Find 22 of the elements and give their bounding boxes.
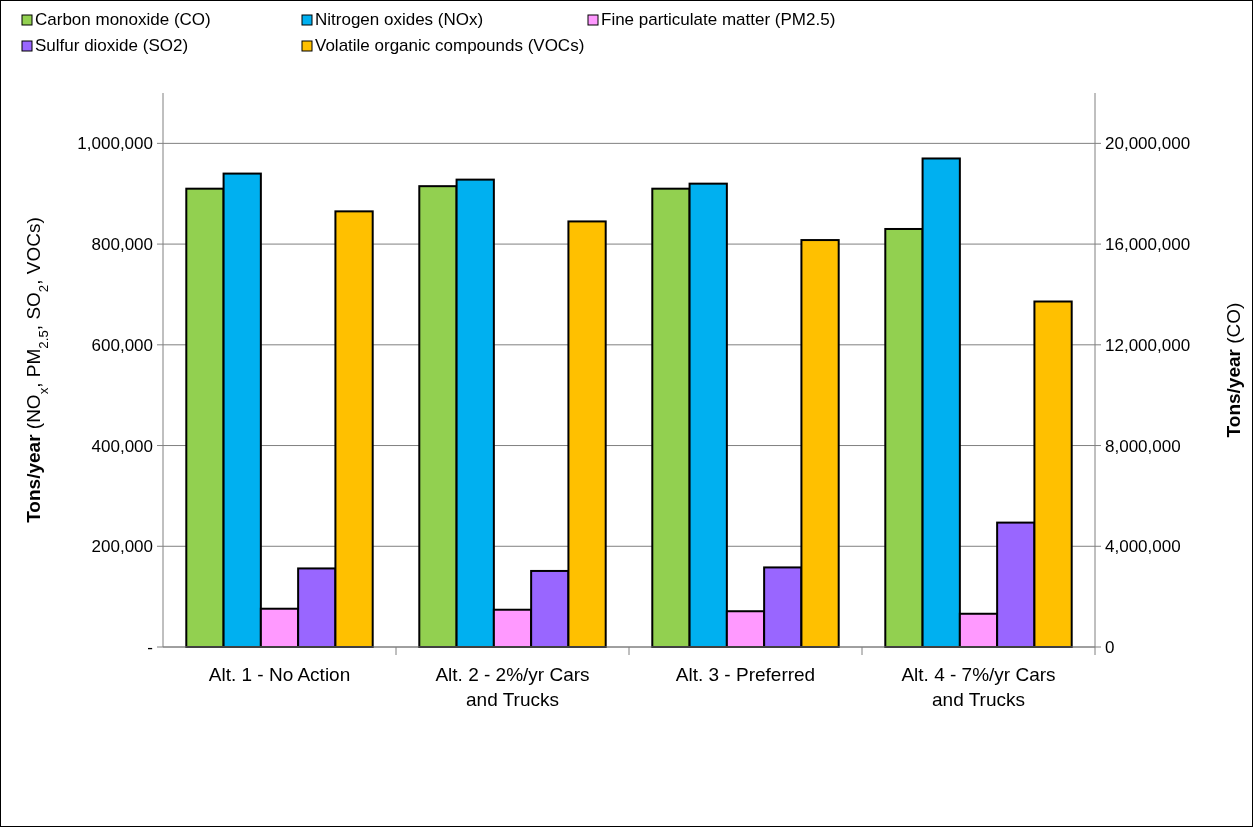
legend-label: Nitrogen oxides (NOx) bbox=[315, 10, 484, 29]
y-tick-label: 400,000 bbox=[91, 436, 153, 456]
legend-label: Carbon monoxide (CO) bbox=[35, 10, 211, 29]
y-tick-label: - bbox=[147, 638, 153, 657]
x-tick-label: Alt. 3 - Preferred bbox=[675, 664, 816, 685]
y-tick-label: 200,000 bbox=[91, 537, 153, 557]
y2-tick-label: 0 bbox=[1105, 638, 1115, 657]
y-tick-label: 800,000 bbox=[91, 235, 153, 255]
y2-tick-label: 20,000,000 bbox=[1105, 134, 1191, 154]
x-tick-label: Alt. 2 - 2%/yr Cars and Trucks bbox=[435, 664, 590, 710]
y2-tick-label: 4,000,000 bbox=[1105, 537, 1181, 557]
legend-label: Fine particulate matter (PM2.5) bbox=[601, 10, 836, 29]
y-tick-label: 600,000 bbox=[91, 335, 153, 355]
y2-tick-label: 16,000,000 bbox=[1105, 235, 1191, 255]
legend-label: Sulfur dioxide (SO2) bbox=[35, 36, 189, 55]
x-tick-label: Alt. 1 - No Action bbox=[208, 664, 351, 685]
y2-tick-label: 12,000,000 bbox=[1105, 335, 1191, 355]
x-tick-label: Alt. 4 - 7%/yr Cars and Trucks bbox=[901, 664, 1056, 710]
y2-axis-title: Tons/year (CO) bbox=[1223, 302, 1244, 438]
y2-tick-label: 8,000,000 bbox=[1105, 436, 1181, 456]
y-tick-label: 1,000,000 bbox=[77, 134, 153, 154]
legend-label: Volatile organic compounds (VOCs) bbox=[315, 36, 585, 55]
